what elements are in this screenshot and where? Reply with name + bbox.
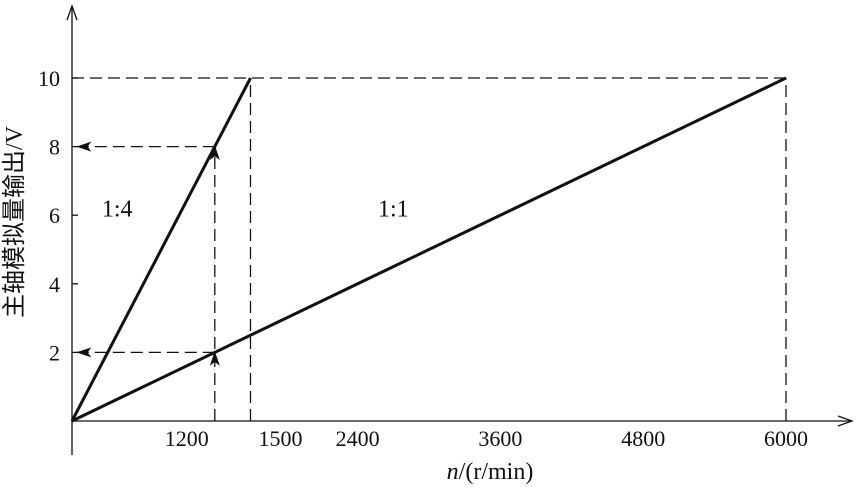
y-tick-label: 10 bbox=[38, 66, 60, 91]
series-line-1-1 bbox=[71, 76, 787, 423]
y-tick-label: 4 bbox=[49, 272, 60, 297]
x-tick-label: 4800 bbox=[621, 426, 665, 451]
x-axis-unit: /(r/min) bbox=[459, 459, 534, 485]
left-arrow-icon bbox=[76, 141, 92, 152]
x-axis-title: n/(r/min) bbox=[447, 459, 534, 485]
y-tick-label: 6 bbox=[49, 203, 60, 228]
y-axis-title: 主轴模拟量输出/V bbox=[1, 125, 28, 318]
x-tick-label: 3600 bbox=[478, 426, 522, 451]
axes bbox=[66, 4, 854, 455]
y-tick-label: 2 bbox=[49, 340, 60, 365]
x-tick-label: 6000 bbox=[764, 426, 808, 451]
x-tick-label: 2400 bbox=[336, 426, 380, 451]
ratio-label: 1:4 bbox=[102, 196, 133, 222]
annotations: 1:4 1:1 bbox=[102, 196, 409, 222]
x-axis-var: n bbox=[447, 459, 459, 485]
up-arrow-icon bbox=[209, 350, 220, 366]
x-axis-arrow-icon bbox=[837, 415, 854, 427]
series-lines bbox=[70, 76, 787, 423]
y-axis-arrow-icon bbox=[66, 4, 78, 21]
tick-labels: 1200 1500 2400 3600 4800 6000 2 4 6 8 10 bbox=[38, 66, 808, 451]
x-tick-label: 1500 bbox=[259, 426, 303, 451]
reference-lines bbox=[72, 77, 787, 421]
series-line-1-4 bbox=[70, 77, 252, 422]
ratio-label: 1:1 bbox=[378, 196, 409, 222]
axis-titles: n/(r/min) 主轴模拟量输出/V bbox=[1, 125, 533, 485]
x-tick-label: 1200 bbox=[165, 426, 209, 451]
y-tick-label: 8 bbox=[49, 135, 60, 160]
left-arrow-icon bbox=[76, 347, 92, 358]
